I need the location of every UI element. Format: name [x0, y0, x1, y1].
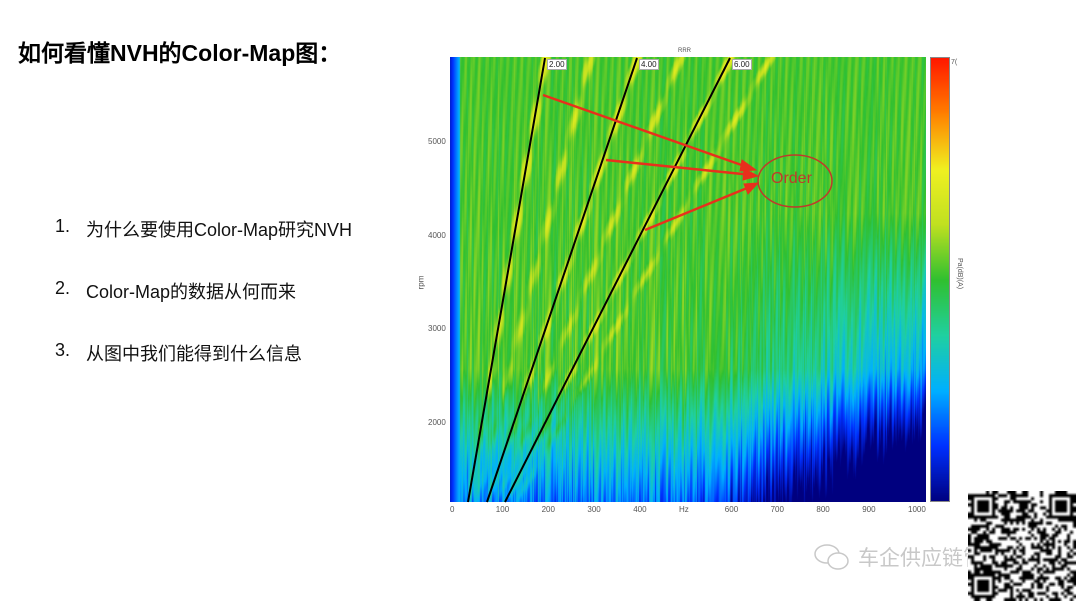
- x-tick-label: 1000: [908, 505, 926, 514]
- x-tick-label: 400: [633, 505, 647, 514]
- x-tick-label: 700: [770, 505, 784, 514]
- arrows: [542, 93, 760, 232]
- order-ellipse: [757, 154, 833, 208]
- slide-title: 如何看懂NVH的Color-Map图：: [18, 40, 342, 66]
- item-text: 从图中我们能得到什么信息: [86, 344, 302, 364]
- figure-top-label: RRR: [678, 48, 691, 54]
- list-item: 1. 为什么要使用Color-Map研究NVH: [55, 216, 352, 278]
- x-tick-label: 900: [862, 505, 876, 514]
- x-tick-label: 0: [450, 505, 455, 514]
- colorbar: [930, 57, 950, 502]
- x-tick-label: 300: [587, 505, 601, 514]
- colorbar-max-label: 7(: [951, 59, 958, 66]
- x-tick-label: Hz: [679, 505, 689, 514]
- qr-code[interactable]: [968, 491, 1076, 601]
- item-number: 1.: [55, 216, 71, 236]
- item-number: 3.: [55, 340, 71, 360]
- order-line-6: [504, 57, 731, 503]
- item-text: Color-Map的数据从何而来: [86, 282, 297, 302]
- x-tick-label: 100: [495, 505, 510, 514]
- x-tick-label: 800: [816, 505, 830, 514]
- arrow-1: [542, 93, 751, 170]
- arrow-2: [605, 158, 753, 177]
- order-line-4: [486, 57, 638, 503]
- arrow-3: [644, 184, 753, 232]
- item-number: 2.: [55, 278, 71, 298]
- y-tick-label: 3000: [428, 324, 446, 334]
- order-annotation: Order: [771, 170, 812, 187]
- y-tick-label: 2000: [428, 418, 446, 428]
- y-tick-label: 4000: [428, 230, 446, 240]
- order-label-2: 2.00: [547, 59, 567, 70]
- item-text: 为什么要使用Color-Map研究NVH: [86, 220, 353, 240]
- bullet-list: 1. 为什么要使用Color-Map研究NVH 2. Color-Map的数据从何而…: [55, 216, 352, 402]
- wechat-icon: [814, 544, 849, 570]
- y-tick-label: 5000: [428, 137, 446, 146]
- order-line-2: [467, 57, 546, 503]
- list-item: 2. Color-Map的数据从何而来: [55, 278, 352, 340]
- color-map-heatmap: [450, 57, 926, 502]
- x-tick-label: 200: [541, 505, 555, 514]
- list-item: 3. 从图中我们能得到什么信息: [55, 340, 352, 402]
- x-tick-label: 600: [724, 505, 739, 514]
- order-label-6: 6.00: [732, 59, 752, 70]
- order-label-4: 4.00: [639, 59, 659, 70]
